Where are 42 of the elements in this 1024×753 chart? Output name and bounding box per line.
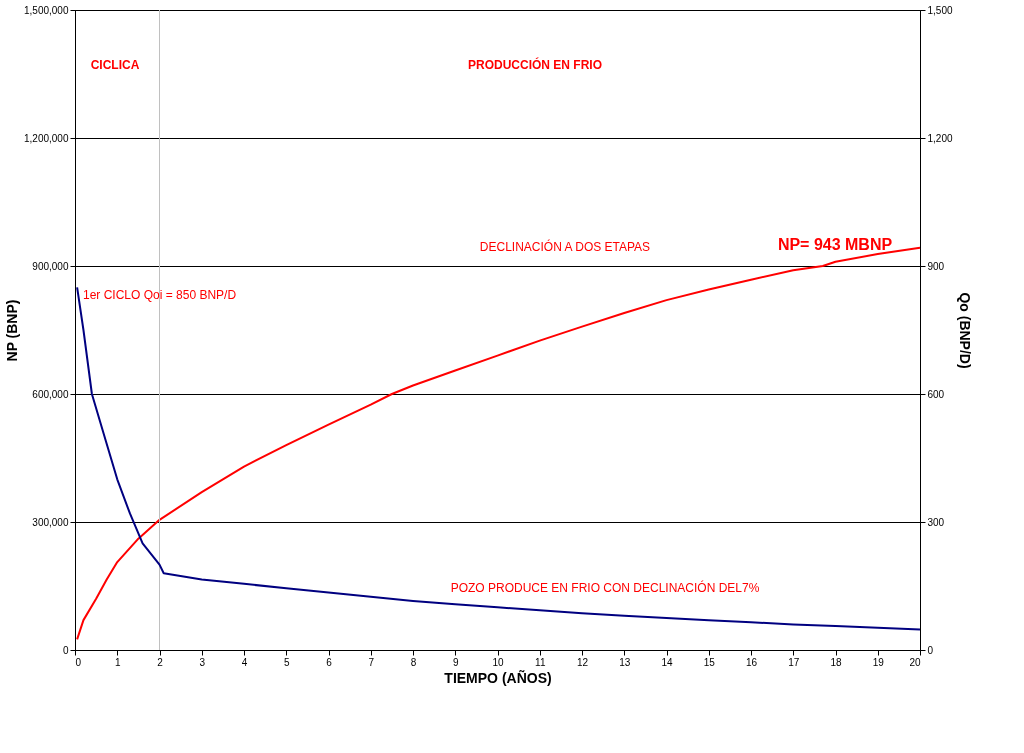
x-tick-label: 15 <box>703 656 716 668</box>
x-tick-label: 19 <box>872 656 885 668</box>
x-tick-label: 2 <box>157 656 164 668</box>
y-tick-label: 300,000 <box>32 516 69 528</box>
x-tick-label: 8 <box>410 656 417 668</box>
x-tick-label: 18 <box>830 656 842 668</box>
x-tick-label: 4 <box>241 656 248 668</box>
x-tick-label: 16 <box>745 656 758 668</box>
x-tick-label: 10 <box>492 656 504 668</box>
x-tick-label: 13 <box>619 656 631 668</box>
x-tick-label: 17 <box>788 656 800 668</box>
y-tick-label: 1,200,000 <box>24 132 69 144</box>
x-tick-label: 9 <box>452 656 459 668</box>
x-tick-label: 11 <box>535 656 546 668</box>
annotation: POZO PRODUCE EN FRIO CON DECLINACIÓN DEL7% <box>450 580 760 595</box>
annotation: 1er CICLO Qoi = 850 BNP/D <box>83 288 237 302</box>
x-tick-label: 12 <box>576 656 589 668</box>
x-tick-label: 0 <box>75 656 82 668</box>
annotation: DECLINACIÓN A DOS ETAPAS <box>479 239 651 254</box>
y-tick-label: 1,500,000 <box>24 4 69 16</box>
annotation: NP= 943 MBNP <box>777 236 893 253</box>
x-tick-label: 5 <box>283 656 290 668</box>
y2-tick-label: 1,200 <box>927 132 953 144</box>
y2-axis-title: Qo (BNP/D) <box>956 292 973 369</box>
y-tick-label: 600,000 <box>32 388 69 400</box>
x-tick-label: 3 <box>199 656 206 668</box>
y2-tick-label: 0 <box>927 644 934 656</box>
x-tick-label: 1 <box>114 656 121 668</box>
x-tick-label: 7 <box>368 656 375 668</box>
x-tick-label: 6 <box>326 656 333 668</box>
y2-tick-label: 300 <box>927 516 945 528</box>
x-tick-label: 14 <box>661 656 673 668</box>
y2-tick-label: 900 <box>927 260 945 272</box>
y2-tick-label: 1,500 <box>927 4 953 16</box>
y-axis-title: NP (BNP) <box>4 299 21 362</box>
y-tick-label: 900,000 <box>32 260 69 272</box>
x-tick-label: 20 <box>909 656 921 668</box>
y2-tick-label: 600 <box>927 388 945 400</box>
y-tick-label: 0 <box>62 644 69 656</box>
annotation: CICLICA <box>90 58 140 72</box>
x-axis-title: TIEMPO (AÑOS) <box>444 668 552 686</box>
annotation: PRODUCCIÓN EN FRIO <box>467 57 603 72</box>
